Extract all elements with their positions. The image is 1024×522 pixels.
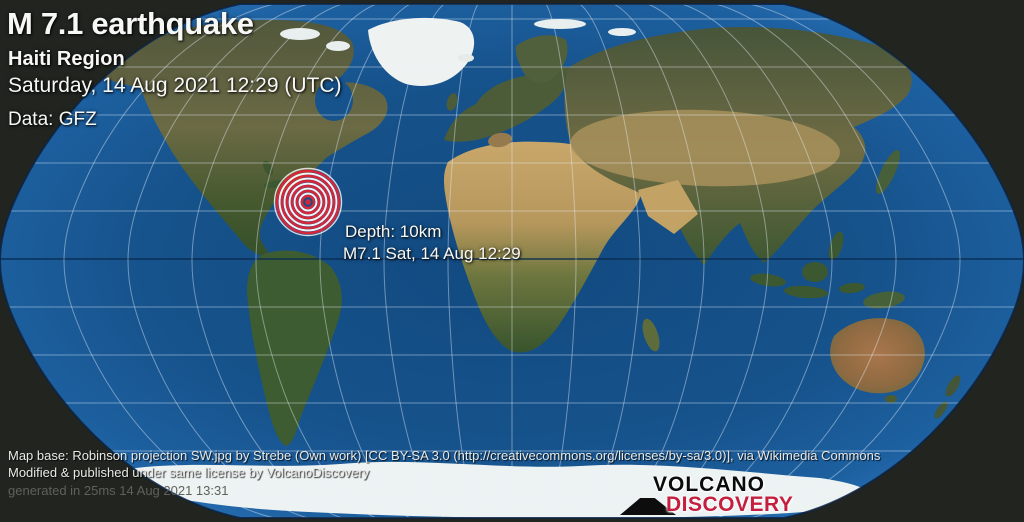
quake-title: M 7.1 earthquake [7, 6, 254, 41]
attribution-map-base: Map base: Robinson projection SW.jpg by … [8, 448, 881, 463]
depth-label: Depth: 10km [345, 222, 442, 241]
epicenter-marker [273, 167, 343, 237]
graticule [0, 4, 1024, 518]
data-source: Data: GFZ [8, 109, 97, 130]
quake-datetime: Saturday, 14 Aug 2021 12:29 (UTC) [8, 74, 342, 97]
magnitude-time-label: M7.1 Sat, 14 Aug 12:29 [343, 244, 521, 263]
generated-timestamp: generated in 25ms 14 Aug 2021 13:31 [8, 483, 229, 498]
logo-word-volcano: VOLCANO [653, 473, 765, 496]
attribution-license: Modified & published under same license … [8, 465, 370, 480]
volcanodiscovery-logo[interactable]: VOLCANO DISCOVERY [620, 472, 805, 520]
logo-word-discovery: DISCOVERY [666, 493, 794, 516]
quake-region: Haiti Region [8, 48, 125, 70]
